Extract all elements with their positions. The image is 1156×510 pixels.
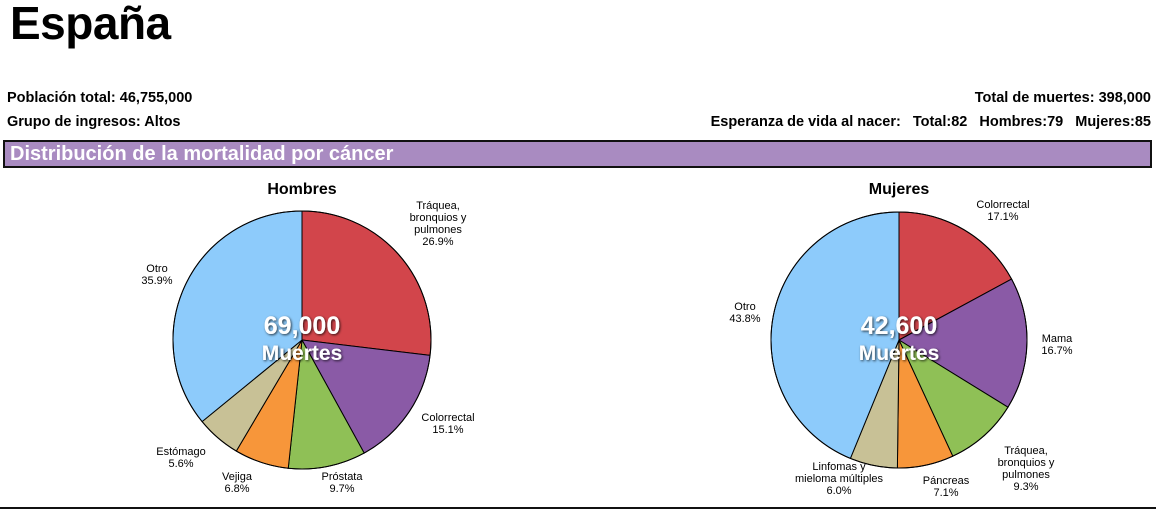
slice-label-vejiga: Vejiga 6.8% [222,471,253,495]
slice-label-pancreas: Páncreas 7.1% [923,475,970,499]
section-banner: Distribución de la mortalidad por cáncer [3,140,1152,168]
life-expectancy-men: Hombres:79 [979,114,1064,130]
population-line: Población total: 46,755,000 [7,90,192,106]
life-expectancy-women: Mujeres:85 [1075,114,1151,130]
section-title: Distribución de la mortalidad por cáncer [10,143,394,165]
total-deaths-label: Total de muertes: [974,90,1095,106]
center-deaths-label: Muertes [859,342,940,365]
income-value: Altos [144,114,181,130]
slice-label-otro: Otro 35.9% [141,263,172,287]
life-expectancy-total: Total:82 [912,114,968,130]
chart-title: Mujeres [869,181,930,198]
population-label: Población total: [7,90,116,106]
pie-outline [172,210,432,470]
center-deaths-value: 69,000 [264,312,340,340]
population-value: 46,755,000 [119,90,193,106]
total-deaths-line: Total de muertes: 398,000 [975,90,1151,106]
slice-label-colorrectal: Colorrectal 15.1% [421,412,474,436]
slice-label-prostata: Próstata 9.7% [322,471,364,495]
slice-label-estomago: Estómago 5.6% [156,446,206,470]
life-expectancy-label: Esperanza de vida al nacer: [710,114,901,130]
bottom-rule [0,507,1156,509]
income-label: Grupo de ingresos: [7,114,141,130]
slice-label-linfomas-y-mieloma-multiples: Linfomas y mieloma múltiples 6.0% [795,461,884,497]
center-deaths-label: Muertes [262,342,343,365]
slice-label-traquea-bronquios-y-pulmones: Tráquea, bronquios y pulmones 9.3% [998,445,1055,493]
total-deaths-value: 398,000 [1098,90,1151,106]
slice-label-otro: Otro 43.8% [729,301,760,325]
country-title: España [10,0,171,49]
slice-label-colorrectal: Colorrectal 17.1% [976,199,1029,223]
slice-label-mama: Mama 16.7% [1041,333,1073,357]
income-line: Grupo de ingresos: Altos [7,114,181,130]
pie-outline [770,211,1028,469]
pie-chart-hombres: Hombres Tráquea, bronquios y pulmones 26.9% C… [141,181,474,495]
center-deaths-value: 42,600 [861,312,937,340]
chart-title: Hombres [267,181,336,198]
slice-label-traquea-bronquios-y-pulmones: Tráquea, bronquios y pulmones 26.9% [410,200,467,248]
life-expectancy-line: Esperanza de vida al nacer: Total:82 Hom… [711,114,1151,130]
pie-chart-mujeres: Mujeres Colorrectal 17.1% Mama 16.7% Tráquea,… [729,181,1073,499]
